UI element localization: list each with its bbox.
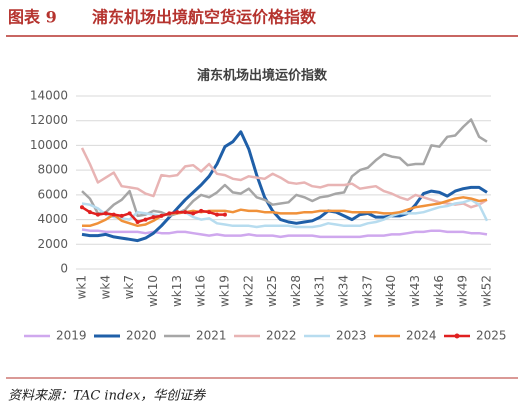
series-marker — [95, 212, 100, 217]
series-marker — [183, 210, 188, 215]
legend-label: 2025 — [476, 329, 507, 343]
legend-label: 2023 — [336, 329, 367, 343]
y-tick-label: 8000 — [37, 163, 68, 177]
series-marker — [215, 212, 219, 217]
series-marker — [159, 213, 164, 218]
x-tick-label: wk28 — [289, 275, 303, 307]
legend-label: 2021 — [196, 329, 227, 343]
series-marker — [222, 212, 227, 217]
y-tick-label: 14000 — [30, 89, 68, 103]
series-line — [82, 196, 488, 228]
x-tick-label: wk40 — [384, 275, 398, 307]
source: 资料来源：TAC index，华创证券 — [8, 389, 206, 404]
series-marker — [111, 212, 116, 217]
header-label: 图表 9 — [8, 8, 57, 27]
series-marker — [127, 211, 132, 216]
x-tick-label: wk13 — [170, 275, 184, 307]
series-marker — [143, 217, 148, 222]
x-tick-label: wk46 — [432, 275, 446, 307]
series-marker — [87, 210, 92, 215]
series-marker — [199, 208, 204, 213]
legend-label: 2022 — [266, 329, 297, 343]
x-tick-label: wk43 — [408, 275, 422, 307]
y-tick-label: 12000 — [30, 113, 68, 127]
series-marker — [80, 205, 84, 210]
y-tick-label: 10000 — [30, 138, 68, 152]
series-marker — [207, 210, 212, 215]
series-marker — [167, 211, 172, 216]
x-tick-label: wk10 — [146, 275, 160, 307]
series-marker — [135, 220, 140, 225]
series-line — [80, 147, 488, 209]
x-tick-label: wk52 — [480, 275, 494, 307]
y-tick-label: 6000 — [37, 187, 68, 201]
x-tick-label: wk4 — [98, 275, 112, 299]
series-line — [81, 228, 488, 239]
x-tick-label: wk34 — [337, 275, 351, 307]
series-line — [81, 130, 488, 243]
chart-title: 浦东机场出境运价指数 — [197, 68, 328, 84]
legend-label: 2020 — [126, 329, 157, 343]
x-tick-label: wk49 — [456, 275, 470, 307]
x-tick-label: wk16 — [194, 275, 208, 307]
series-marker — [119, 213, 124, 218]
series-marker — [151, 215, 156, 220]
x-tick-label: wk19 — [217, 275, 231, 307]
y-tick-label: 2000 — [37, 237, 68, 251]
series-line — [81, 198, 489, 229]
y-tick-label: 4000 — [37, 212, 68, 226]
x-tick-label: wk1 — [75, 275, 89, 299]
legend-label: 2024 — [406, 329, 437, 343]
legend-label: 2019 — [56, 329, 87, 343]
series-marker — [191, 211, 196, 216]
header-title: 浦东机场出境航空货运价格指数 — [92, 8, 317, 27]
series-marker — [103, 211, 108, 216]
x-tick-label: wk37 — [360, 275, 374, 307]
x-tick-label: wk22 — [241, 275, 255, 307]
x-tick-label: wk7 — [122, 275, 136, 299]
x-tick-label: wk31 — [313, 275, 327, 307]
series-marker — [175, 210, 180, 215]
y-tick-label: 0 — [60, 262, 68, 276]
x-tick-label: wk25 — [265, 275, 279, 307]
series-line — [81, 118, 488, 218]
legend-marker — [454, 333, 460, 339]
